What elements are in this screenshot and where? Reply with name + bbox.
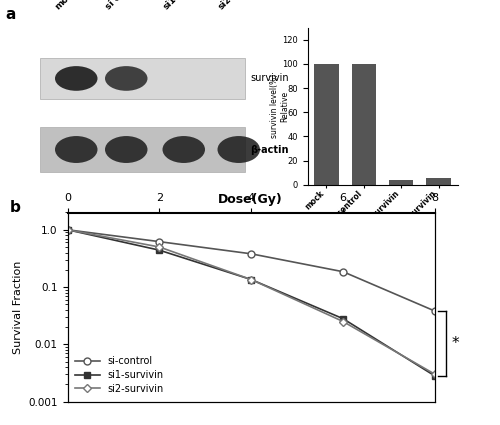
FancyBboxPatch shape <box>40 127 245 172</box>
Text: b: b <box>10 201 21 215</box>
Y-axis label: survivin level(%)
Relative: survivin level(%) Relative <box>270 74 289 139</box>
Ellipse shape <box>55 66 98 91</box>
si-control <box>432 309 438 314</box>
si1-survivin <box>432 374 438 379</box>
si-control <box>156 239 162 244</box>
si1-survivin <box>64 227 70 232</box>
Line: si2-survivin: si2-survivin <box>64 227 438 377</box>
Ellipse shape <box>218 136 260 163</box>
Text: si1-Survivin: si1-Survivin <box>161 0 210 11</box>
Legend: si-control, si1-survivin, si2-survivin: si-control, si1-survivin, si2-survivin <box>72 353 166 397</box>
Line: si1-survivin: si1-survivin <box>64 227 438 379</box>
si2-survivin <box>64 227 70 232</box>
si2-survivin <box>248 277 254 282</box>
Ellipse shape <box>105 136 148 163</box>
Ellipse shape <box>105 66 148 91</box>
Bar <box>352 64 376 185</box>
Text: a: a <box>5 7 15 22</box>
Text: si2-Survivin: si2-Survivin <box>216 0 266 11</box>
Text: survivin: survivin <box>250 74 288 83</box>
Text: β-actin: β-actin <box>250 144 288 155</box>
si-control <box>64 227 70 232</box>
si2-survivin <box>156 244 162 249</box>
si2-survivin <box>432 372 438 377</box>
si1-survivin <box>248 277 254 282</box>
Bar <box>389 180 413 185</box>
si1-survivin <box>340 316 346 321</box>
si2-survivin <box>340 319 346 324</box>
si-control <box>248 251 254 256</box>
Bar <box>426 178 450 185</box>
Text: si control: si control <box>104 0 144 11</box>
Line: si-control: si-control <box>64 226 438 314</box>
Ellipse shape <box>55 136 98 163</box>
Y-axis label: Survival Fraction: Survival Fraction <box>12 261 22 354</box>
FancyBboxPatch shape <box>40 58 245 99</box>
si1-survivin <box>156 248 162 253</box>
Text: Dose(Gy): Dose(Gy) <box>218 193 282 206</box>
Bar <box>314 64 338 185</box>
Text: mock: mock <box>54 0 79 11</box>
si-control <box>340 269 346 274</box>
Ellipse shape <box>162 136 205 163</box>
Text: *: * <box>451 336 458 351</box>
